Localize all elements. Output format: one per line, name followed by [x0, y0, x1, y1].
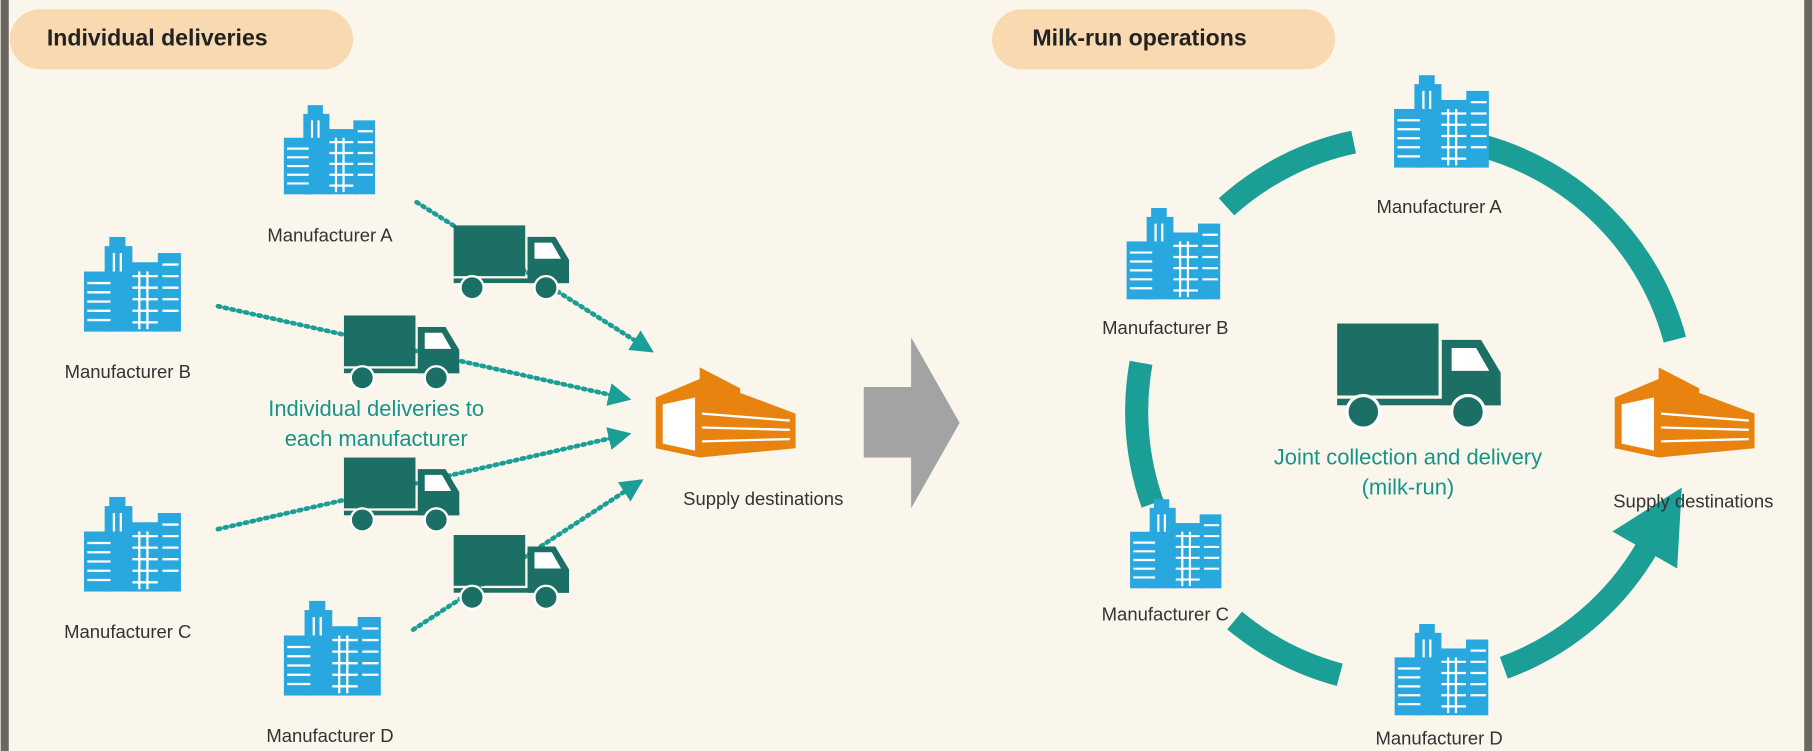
- destination-label: Supply destinations: [1613, 490, 1773, 511]
- destination-label: Supply destinations: [683, 488, 843, 509]
- manufacturer-label: Manufacturer A: [1377, 196, 1503, 217]
- manufacturer-label: Manufacturer C: [64, 621, 191, 642]
- frame-left: [1, 0, 9, 751]
- manufacturer-label: Manufacturer D: [1375, 727, 1502, 748]
- diagram: Individual deliveries Manufacturer A Man…: [0, 0, 1813, 751]
- manufacturer-label: Manufacturer A: [267, 225, 393, 246]
- panel-title: Milk-run operations: [1032, 24, 1246, 50]
- caption: Individual deliveries to: [268, 396, 484, 421]
- frame-right: [1804, 0, 1812, 751]
- manufacturer-label: Manufacturer C: [1102, 604, 1229, 625]
- manufacturer-label: Manufacturer D: [266, 725, 393, 746]
- caption: (milk-run): [1362, 475, 1455, 500]
- manufacturer-label: Manufacturer B: [1102, 317, 1228, 338]
- manufacturer-label: Manufacturer B: [65, 361, 191, 382]
- caption: each manufacturer: [285, 426, 468, 451]
- caption: Joint collection and delivery: [1274, 444, 1542, 469]
- panel-title: Individual deliveries: [47, 24, 268, 50]
